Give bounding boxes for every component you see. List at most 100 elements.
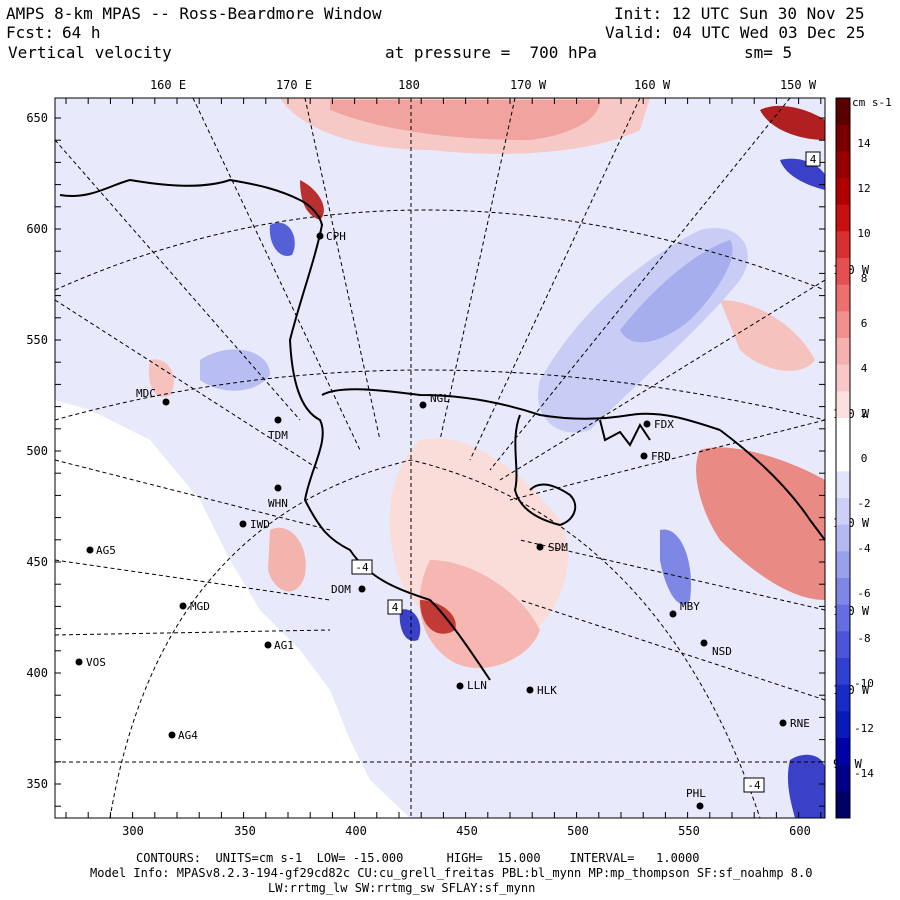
colorbar-swatch [836,311,850,339]
colorbar-swatch [836,204,850,232]
y-tick-350: 350 [26,777,48,791]
ascent-area-mountains [696,447,825,600]
y-tick-450: 450 [26,555,48,569]
station-phl: PHL [686,787,706,800]
station-dot-frd [640,452,648,460]
station-ag4: AG4 [178,729,198,742]
colorbar-label: -2 [857,497,870,510]
station-dot-mgd [179,602,187,610]
station-ngl: NGL [430,392,450,405]
colorbar-label: -8 [857,632,870,645]
strong-ascent-coast [420,600,456,634]
colorbar-swatch [836,738,850,766]
station-iwd: IWD [250,518,270,531]
colorbar-swatch [836,338,850,366]
descent-patch-mby [660,529,691,605]
station-sdm: SDM [548,541,568,554]
colorbar-swatch [836,418,850,446]
colorbar-swatch [836,711,850,739]
x-tick-300: 300 [122,824,144,838]
colorbar-swatch [836,764,850,792]
strong-descent-cph [269,222,295,256]
station-dot-iwd [239,520,247,528]
lon-label-170e: 170 E [276,78,312,92]
colorbar-swatch [836,231,850,259]
colorbar-label: 2 [861,407,868,420]
colorbar-label: -6 [857,587,870,600]
colorbar-label: 12 [857,182,870,195]
station-mgd: MGD [190,600,210,613]
colorbar [835,97,851,819]
colorbar-label: -4 [857,542,871,555]
axis-ticks [55,98,825,818]
station-dom: DOM [331,583,351,596]
station-dot-sdm [536,543,544,551]
colorbar-swatch [836,364,850,392]
station-ag1: AG1 [274,639,294,652]
station-mby: MBY [680,600,700,613]
ascent-area-coast [419,560,540,669]
map-plot-area [55,98,825,818]
station-dot-mdc [162,398,170,406]
colorbar-swatch [836,524,850,552]
forecast-hour: 64 h [62,23,101,42]
contour-marker-se: -4 [747,779,761,792]
x-tick-550: 550 [678,824,700,838]
strong-descent-coast [399,609,421,641]
station-dot-cph [316,232,324,240]
colorbar-swatch [836,684,850,712]
station-dot-dom [358,585,366,593]
forecast-label: Fcst: [6,23,55,42]
station-mdc: MDC [136,387,156,400]
station-ag5: AG5 [96,544,116,557]
contour-box-se [743,777,765,793]
smoothing: sm= 5 [744,43,793,62]
graticule [55,98,825,818]
colorbar-swatch [836,178,850,206]
station-dot-fdx [643,420,651,428]
contour-marker-dom: -4 [355,561,369,574]
colorbar-label: 6 [861,317,868,330]
station-dot-vos [75,658,83,666]
valid-time: Valid: 04 UTC Wed 03 Dec 25 [605,23,866,42]
colorbar-label: 14 [857,137,871,150]
y-tick-550: 550 [26,333,48,347]
station-vos: VOS [86,656,106,669]
model-info: Model Info: MPASv8.2.3-194-gf29cd82c CU:… [90,866,813,880]
colorbar-swatch [836,791,850,819]
colorbar-swatch [836,124,850,152]
station-whn: WHN [268,497,288,510]
descent-core-east [620,240,733,343]
x-tick-500: 500 [567,824,589,838]
station-tdm: TDM [268,429,288,442]
colorbar-label: 4 [861,362,868,375]
x-tick-350: 350 [234,824,256,838]
station-dot-lln [456,682,464,690]
map-title: AMPS 8-km MPAS -- Ross-Beardmore Window [6,4,382,23]
station-dot-hlk [526,686,534,694]
station-rne: RNE [790,717,810,730]
station-dot-ngl [419,401,427,409]
lon-label-160w: 160 W [634,78,671,92]
station-cph: CPH [326,230,346,243]
colorbar-swatch [836,551,850,579]
colorbar-swatch [836,631,850,659]
colorbar-swatch [836,604,850,632]
station-dot-whn [274,484,282,492]
colorbar-swatch [836,578,850,606]
lon-label-170w: 170 W [510,78,547,92]
colorbar-units: cm s-1 [852,96,892,109]
station-dot-ag5 [86,546,94,554]
field-name: Vertical velocity [8,43,172,62]
lon-label-160e: 160 E [150,78,186,92]
station-lln: LLN [467,679,487,692]
coastline [59,178,825,681]
strong-ascent-cph [300,180,324,220]
colorbar-swatch [836,284,850,312]
y-tick-650: 650 [26,111,48,125]
descent-patch-west [200,349,270,391]
x-tick-600: 600 [789,824,811,838]
x-tick-450: 450 [456,824,478,838]
init-time: Init: 12 UTC Sun 30 Nov 25 [614,4,865,23]
